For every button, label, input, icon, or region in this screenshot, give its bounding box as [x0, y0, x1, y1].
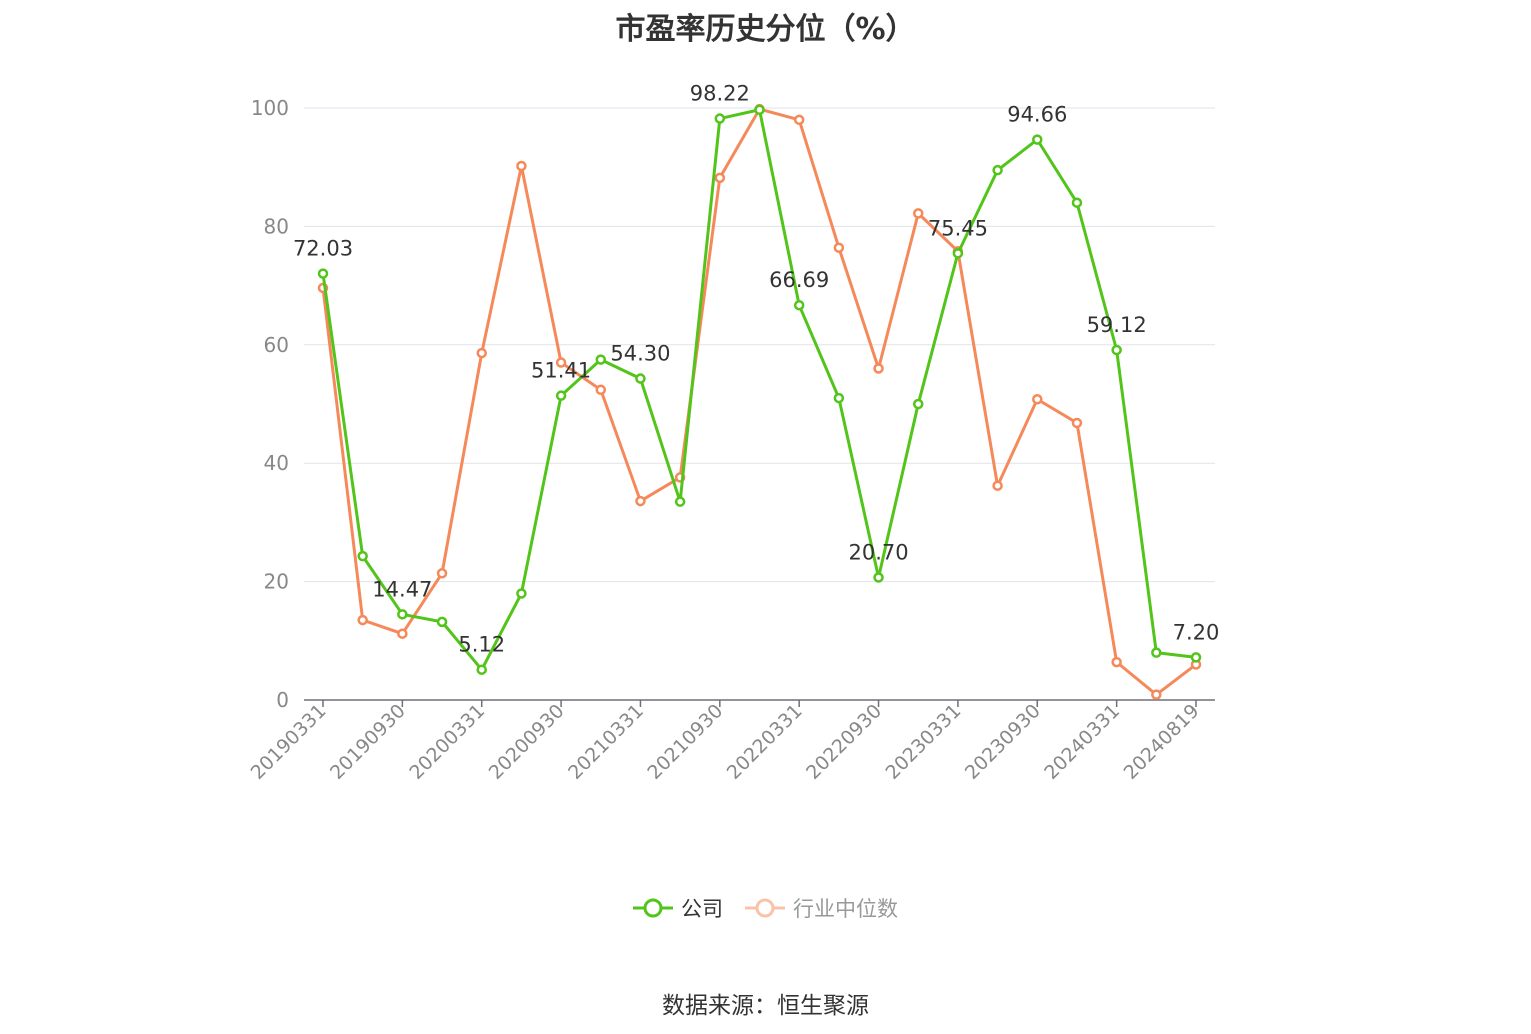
- data-point: [714, 172, 726, 184]
- data-point: [1111, 656, 1122, 668]
- x-tick-label: 20200930: [485, 700, 569, 784]
- data-point: [793, 299, 805, 311]
- x-tick-label: 20230331: [881, 700, 965, 784]
- data-point: [1071, 197, 1083, 208]
- data-point: [992, 480, 1003, 491]
- y-tick-label: 40: [264, 451, 289, 475]
- data-point: [833, 392, 845, 404]
- legend-company-marker-icon: [633, 898, 673, 918]
- data-point: [912, 208, 924, 219]
- data-point: [635, 373, 646, 384]
- legend: 公司 行业中位数: [0, 893, 1531, 923]
- data-label: 59.12: [1087, 313, 1147, 337]
- data-label: 51.41: [531, 359, 591, 383]
- data-point: [595, 354, 607, 365]
- x-tick-label: 20240331: [1040, 700, 1124, 784]
- y-tick-label: 80: [264, 214, 289, 238]
- data-point: [635, 495, 646, 507]
- data-point: [1032, 134, 1043, 145]
- data-point: [1190, 652, 1202, 663]
- x-tick-label: 20210331: [564, 700, 648, 784]
- x-tick-label: 20230930: [961, 700, 1045, 784]
- data-label: 20.70: [848, 540, 908, 564]
- data-point: [357, 614, 368, 626]
- data-point: [595, 384, 607, 396]
- data-source: 数据来源：恒生聚源: [662, 993, 869, 1019]
- data-label: 94.66: [1007, 103, 1067, 127]
- x-tick-label: 20190930: [326, 700, 410, 784]
- data-point: [1032, 394, 1043, 405]
- x-tick-label: 20240819: [1120, 700, 1204, 784]
- data-label: 72.03: [293, 237, 353, 261]
- data-point: [952, 248, 964, 259]
- data-point: [436, 616, 448, 628]
- data-point: [1111, 344, 1122, 356]
- data-point: [476, 347, 487, 359]
- legend-industry-marker-icon: [745, 898, 785, 918]
- data-label: 66.69: [769, 268, 829, 292]
- data-label: 7.20: [1173, 620, 1220, 644]
- data-point: [436, 568, 448, 579]
- data-point: [833, 242, 845, 253]
- data-point: [714, 113, 726, 124]
- data-point: [674, 496, 686, 507]
- y-tick-label: 60: [264, 333, 289, 357]
- data-point: [793, 114, 805, 126]
- data-point: [397, 628, 408, 639]
- data-point: [516, 160, 527, 172]
- data-point: [555, 390, 567, 401]
- data-label: 75.45: [928, 216, 988, 240]
- data-point: [992, 164, 1003, 176]
- legend-industry-label: 行业中位数: [793, 897, 898, 921]
- x-tick-label: 20210930: [643, 700, 727, 784]
- data-point: [516, 588, 527, 599]
- data-point: [555, 357, 567, 368]
- data-point: [754, 104, 765, 116]
- series-line-0: [321, 108, 1197, 672]
- data-point: [1151, 647, 1162, 658]
- y-tick-label: 20: [264, 570, 289, 594]
- data-label: 14.47: [372, 577, 432, 601]
- series-line-1: [321, 107, 1197, 697]
- y-tick-label: 0: [276, 688, 289, 712]
- x-tick-label: 20200331: [405, 700, 489, 784]
- data-point: [873, 572, 884, 583]
- data-point: [1071, 417, 1083, 429]
- data-point: [873, 363, 884, 374]
- data-point: [357, 550, 368, 562]
- data-point: [397, 609, 408, 620]
- legend-item-company[interactable]: 公司: [633, 893, 723, 923]
- data-point: [1151, 689, 1162, 700]
- chart-title: 市盈率历史分位（%）: [615, 12, 916, 47]
- data-label: 5.12: [458, 633, 505, 657]
- data-point: [476, 664, 487, 675]
- x-tick-label: 20220331: [723, 700, 807, 784]
- data-point: [912, 398, 924, 410]
- x-tick-label: 20220930: [802, 700, 886, 784]
- line-chart: 0 20 40 60 80 100 2019033120190930202003312020…: [247, 82, 1220, 784]
- y-tick-label: 100: [251, 96, 289, 120]
- data-label: 54.30: [610, 342, 670, 366]
- legend-company-label: 公司: [681, 897, 723, 921]
- data-label: 98.22: [690, 82, 750, 106]
- data-point: [317, 268, 329, 279]
- x-tick-label: 20190331: [247, 700, 331, 784]
- legend-item-industry-median[interactable]: 行业中位数: [745, 893, 898, 923]
